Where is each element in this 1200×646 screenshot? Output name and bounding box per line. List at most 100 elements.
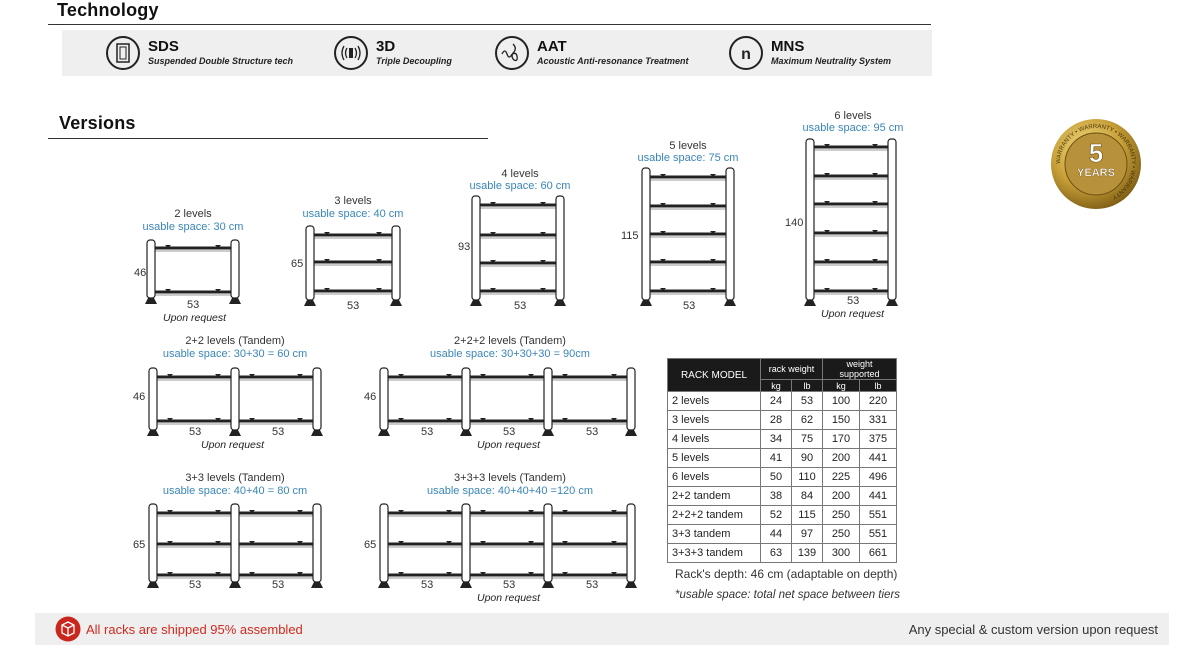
cell: 551 xyxy=(859,524,897,544)
version-title: 2+2 levels (Tandem) xyxy=(185,335,285,347)
width-dimension: 53 xyxy=(189,426,202,438)
cell: 84 xyxy=(791,486,823,506)
cell: 52 xyxy=(760,505,792,525)
shelf-spike xyxy=(562,572,617,575)
cell: 170 xyxy=(822,429,860,449)
rack-post xyxy=(148,503,158,583)
cell: 115 xyxy=(791,505,823,525)
shelf-spike xyxy=(562,374,617,377)
rack-post xyxy=(391,225,401,301)
rack-post xyxy=(626,367,636,431)
cell: 38 xyxy=(760,486,792,506)
width-dimension: 53 xyxy=(503,579,516,591)
height-dimension: 140 xyxy=(785,217,804,229)
footer-bar xyxy=(35,613,1169,645)
shelf-spike xyxy=(490,232,546,235)
rack-foot xyxy=(229,582,241,588)
height-dimension: 46 xyxy=(364,391,377,403)
shelf-spike xyxy=(824,173,878,176)
upon-request-note: Upon request xyxy=(201,439,265,451)
cell: 75 xyxy=(791,429,823,449)
cell: 551 xyxy=(859,505,897,525)
col-rack-weight: rack weight xyxy=(760,358,823,380)
cell: 250 xyxy=(822,505,860,525)
cell: 331 xyxy=(859,410,897,430)
rack-foot xyxy=(145,298,157,304)
shelf-spike xyxy=(824,144,878,147)
cell: 50 xyxy=(760,467,792,487)
shelf-spike xyxy=(660,203,716,206)
cell: 6 levels xyxy=(667,467,761,487)
cell: 220 xyxy=(859,391,897,411)
cell: 139 xyxy=(791,543,823,563)
width-dimension: 53 xyxy=(847,295,860,307)
cell: 250 xyxy=(822,524,860,544)
shelf-spike xyxy=(249,572,303,575)
rack-post xyxy=(305,225,315,301)
cell: 3+3+3 tandem xyxy=(667,543,761,563)
rack-post xyxy=(312,503,322,583)
version-usable-space: usable space: 60 cm xyxy=(469,180,571,192)
decoupling-icon xyxy=(334,36,368,70)
width-dimension: 53 xyxy=(586,426,599,438)
shelf-spike xyxy=(562,510,617,513)
col-lb: lb xyxy=(859,379,897,392)
col-lb: lb xyxy=(791,379,823,392)
rack-foot xyxy=(147,582,159,588)
rack-post xyxy=(461,367,471,431)
shelf-spike xyxy=(480,572,534,575)
rack-foot xyxy=(625,582,637,588)
cell: 110 xyxy=(791,467,823,487)
cell: 63 xyxy=(760,543,792,563)
n-icon: n xyxy=(729,36,763,70)
cell: 97 xyxy=(791,524,823,544)
height-dimension: 93 xyxy=(458,241,471,253)
shelf-spike xyxy=(490,288,546,291)
cell: 2+2 tandem xyxy=(667,486,761,506)
height-dimension: 65 xyxy=(133,539,146,551)
table-row: 3 levels 28 62 150 331 xyxy=(667,410,897,430)
rack-post xyxy=(230,239,240,299)
table-row: 2+2+2 tandem 52 115 250 551 xyxy=(667,505,897,525)
cell: 3+3 tandem xyxy=(667,524,761,544)
rack-foot xyxy=(804,300,816,306)
rack-post xyxy=(543,367,553,431)
width-dimension: 53 xyxy=(683,300,696,312)
cell: 100 xyxy=(822,391,860,411)
col-rack-model: RACK MODEL xyxy=(667,358,761,392)
treble-clef-icon xyxy=(495,36,529,70)
cell: 44 xyxy=(760,524,792,544)
versions-heading: Versions xyxy=(59,113,136,133)
shelf-spike xyxy=(480,374,534,377)
cell: 2 levels xyxy=(667,391,761,411)
tech-code: AAT xyxy=(537,38,567,55)
tech-desc: Suspended Double Structure tech xyxy=(148,56,294,66)
shelf-spike xyxy=(167,572,221,575)
rack-post xyxy=(148,367,158,431)
shelf-spike xyxy=(249,374,303,377)
rack-foot xyxy=(390,300,402,306)
version-usable-space: usable space: 30+30 = 60 cm xyxy=(162,348,308,360)
cell: 441 xyxy=(859,448,897,468)
version-usable-space: usable space: 40+40 = 80 cm xyxy=(162,485,308,497)
shelf-spike xyxy=(398,510,452,513)
width-dimension: 53 xyxy=(187,299,200,311)
shelf-spike xyxy=(660,174,716,177)
shelf-spike xyxy=(398,374,452,377)
shelf-spike xyxy=(490,260,546,263)
technology-heading: Technology xyxy=(57,0,159,20)
version-title: 4 levels xyxy=(501,168,539,180)
width-dimension: 53 xyxy=(421,579,434,591)
rack-foot xyxy=(542,582,554,588)
table-row: 3+3 tandem 44 97 250 551 xyxy=(667,524,897,544)
width-dimension: 53 xyxy=(272,426,285,438)
version-title: 2 levels xyxy=(174,208,212,220)
rack-foot xyxy=(229,430,241,436)
height-dimension: 46 xyxy=(134,267,147,279)
rack-post xyxy=(312,367,322,431)
rack-post xyxy=(379,503,389,583)
usable-space-note: *usable space: total net space between t… xyxy=(675,589,901,601)
version-title: 2+2+2 levels (Tandem) xyxy=(454,335,566,347)
height-dimension: 65 xyxy=(364,539,377,551)
